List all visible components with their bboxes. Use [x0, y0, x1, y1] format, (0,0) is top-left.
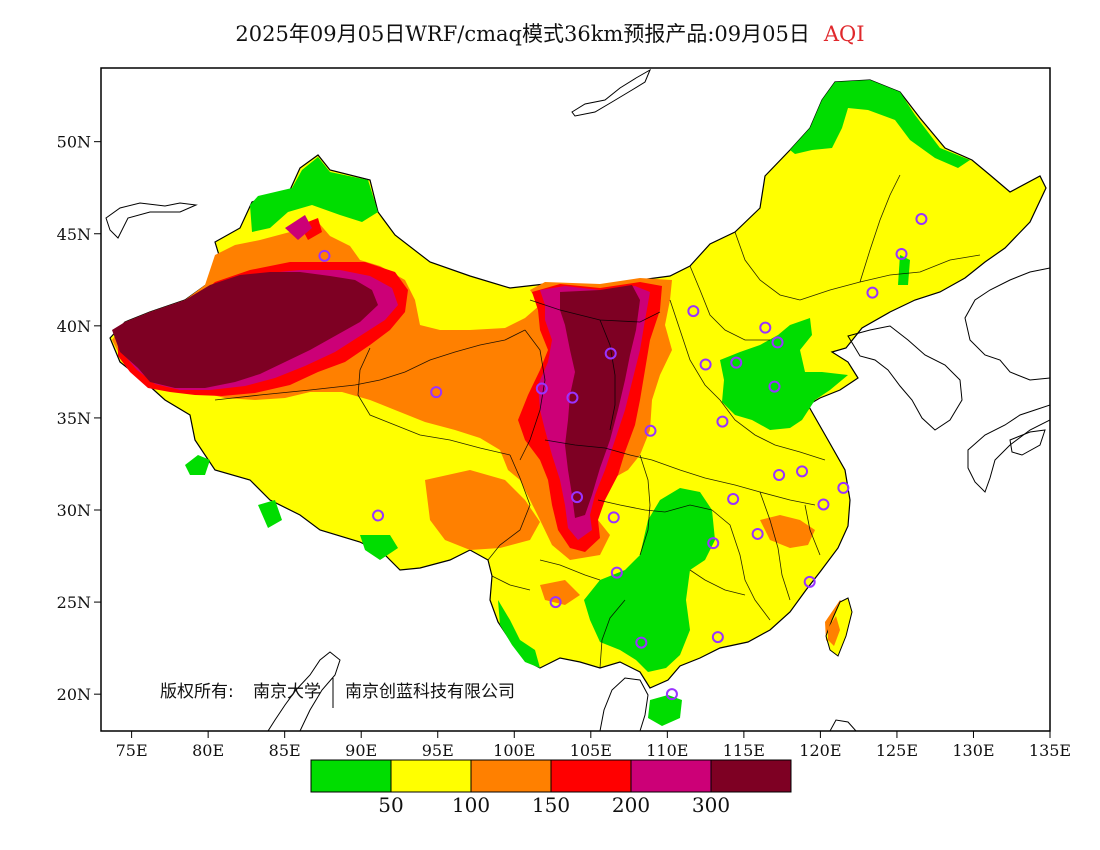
map-title: 2025年09月05日WRF/cmaq模式36km预报产品:09月05日 AQI — [0, 18, 1100, 48]
lat-tick-label: 30N — [57, 501, 91, 520]
station-marker — [607, 511, 620, 524]
station-marker — [730, 356, 743, 369]
station-marker — [610, 566, 623, 579]
station-marker — [699, 358, 712, 371]
lon-tick-label: 120E — [799, 741, 841, 760]
station-marker — [549, 596, 562, 609]
lat-tick-label: 50N — [57, 133, 91, 152]
map-frame — [100, 67, 1051, 732]
station-marker — [635, 636, 648, 649]
lon-tick-label: 90E — [345, 741, 377, 760]
lon-tick-label: 95E — [422, 741, 454, 760]
lat-tick-label: 45N — [57, 225, 91, 244]
lon-tick-label: 85E — [269, 741, 301, 760]
station-marker — [318, 249, 331, 262]
lat-tick-label: 40N — [57, 317, 91, 336]
monitoring-stations — [318, 213, 928, 701]
colorbar-label: 100 — [452, 793, 490, 817]
station-marker — [837, 481, 850, 494]
station-marker — [711, 631, 724, 644]
station-marker — [430, 386, 443, 399]
station-marker — [866, 286, 879, 299]
aqi-good-areas — [185, 80, 970, 726]
colorbar-swatch — [470, 759, 552, 793]
station-marker — [915, 213, 928, 226]
lat-tick-label: 25N — [57, 593, 91, 612]
station-marker — [751, 527, 764, 540]
copyright-org1: 南京大学 — [253, 682, 321, 702]
colorbar-swatch — [390, 759, 472, 793]
title-main: 2025年09月05日WRF/cmaq模式36km预报产品:09月05日 — [235, 22, 810, 46]
title-variable: AQI — [823, 22, 865, 46]
station-marker — [771, 336, 784, 349]
station-marker — [727, 492, 740, 505]
latitude-axis: 50N 45N 40N 35N 30N 25N 20N — [57, 133, 101, 704]
copyright-org2: 南京创蓝科技有限公司 — [345, 682, 515, 702]
station-marker — [566, 391, 579, 404]
lat-tick-label: 35N — [57, 409, 91, 428]
station-marker — [687, 305, 700, 318]
station-marker — [895, 248, 908, 261]
lat-tick-label: 20N — [57, 685, 91, 704]
station-marker — [759, 321, 772, 334]
lon-tick-label: 135E — [1029, 741, 1071, 760]
lon-tick-label: 80E — [192, 741, 224, 760]
station-marker — [535, 382, 548, 395]
colorbar-label: 50 — [378, 793, 403, 817]
lon-tick-label: 105E — [570, 741, 612, 760]
station-marker — [707, 537, 720, 550]
station-marker — [803, 575, 816, 588]
aqi-hazardous-areas — [112, 272, 640, 518]
station-marker — [571, 491, 584, 504]
station-marker — [644, 424, 657, 437]
colorbar-label: 200 — [612, 793, 650, 817]
station-marker — [768, 380, 781, 393]
station-marker — [372, 509, 385, 522]
lon-tick-label: 115E — [723, 741, 765, 760]
colorbar-swatch — [310, 759, 392, 793]
lon-tick-label: 75E — [116, 741, 148, 760]
colorbar-label: 300 — [692, 793, 730, 817]
copyright-prefix: 版权所有: — [160, 682, 234, 702]
station-marker — [665, 688, 678, 701]
lon-tick-label: 125E — [876, 741, 918, 760]
station-marker — [796, 465, 809, 478]
station-marker — [604, 347, 617, 360]
colorbar-swatch — [710, 759, 792, 793]
longitude-axis: 75E 80E 85E 90E 95E 100E 105E 110E 115E 120E 125E 1… — [116, 731, 1071, 760]
lon-tick-label: 100E — [493, 741, 535, 760]
station-marker — [817, 498, 830, 511]
lon-tick-label: 130E — [952, 741, 994, 760]
colorbar-swatch — [630, 759, 712, 793]
province-borders — [214, 174, 981, 669]
lon-tick-label: 110E — [646, 741, 688, 760]
map-area: 版权所有: 南京大学 南京创蓝科技有限公司 — [101, 68, 1050, 731]
colorbar-label: 150 — [532, 793, 570, 817]
station-marker — [773, 469, 786, 482]
coastlines — [105, 68, 1050, 731]
aqi-colorbar: 50 100 150 200 300 — [310, 759, 792, 817]
colorbar-swatch — [550, 759, 632, 793]
station-marker — [716, 415, 729, 428]
